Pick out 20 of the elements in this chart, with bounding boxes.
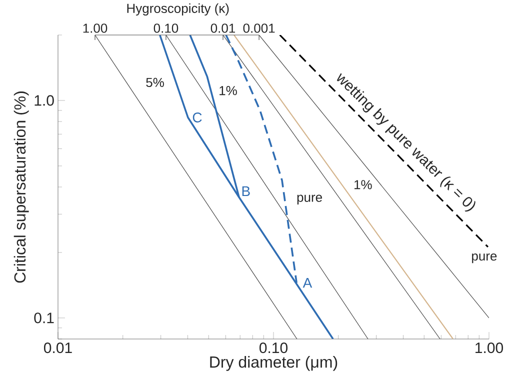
x-tick-label: 1.00 <box>476 342 504 354</box>
y-tick-label: 0.1 <box>34 312 54 324</box>
annotation: 0.001 <box>243 24 275 33</box>
annotation: A <box>302 278 312 288</box>
x-tick-label: 0.10 <box>259 342 288 354</box>
annotation: C <box>192 112 202 122</box>
x-tick-label: 0.01 <box>44 342 72 354</box>
annotation: B <box>242 186 250 196</box>
annotation: 0.10 <box>154 24 178 33</box>
annotation: 1% <box>354 180 372 190</box>
text: Hygroscopicity (κ) <box>127 3 229 16</box>
x-axis-title: Dry diameter (μm) <box>210 356 338 371</box>
annotation: pure <box>472 253 497 264</box>
annotation: pure <box>297 194 322 204</box>
annotation: 1.00 <box>83 24 108 33</box>
annotation: 5% <box>146 78 164 88</box>
annotation: 0.01 <box>210 24 236 33</box>
annotation: 1% <box>220 86 237 96</box>
y-axis-title: Critical supersaturation (%) <box>14 92 29 283</box>
y-tick-label: 1.0 <box>34 95 54 106</box>
